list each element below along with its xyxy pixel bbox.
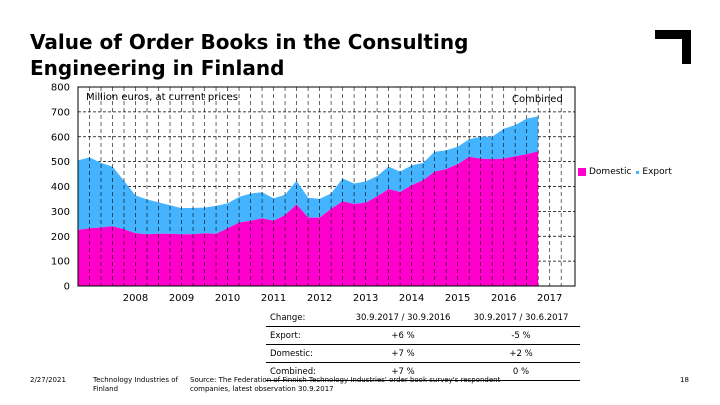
x-axis-ticks: 2008 2009 2010 2011 2012 2013 2014 2015 2016 2017 [123,293,563,304]
x-tick-label: 2011 [261,293,286,304]
y-tick-label: 300 [51,207,70,218]
x-tick-label: 2014 [399,293,424,304]
footer-source: Source: The Federation of Finnish Techno… [190,376,501,393]
table-row: Domestic: +7 % +2 % [266,344,580,363]
y-tick-label: 800 [51,83,70,94]
table-cell: +2 % [462,344,580,363]
page-number: 18 [680,376,689,384]
table-cell: Domestic: [266,344,344,363]
x-tick-label: 2015 [445,293,470,304]
y-tick-label: 100 [51,257,70,268]
y-tick-label: 0 [64,282,70,293]
table-row: Combined: +7 % 0 % [266,362,580,381]
footer-org: Technology Industries of Finland [93,376,178,393]
table-cell: +6 % [344,326,462,345]
legend-label-export: Export [642,167,672,177]
plot-border [77,86,576,287]
table-header-cell: Change: [266,309,344,327]
x-tick-label: 2013 [353,293,378,304]
footer-date: 2/27/2021 [30,376,66,384]
y-tick-label: 700 [51,107,70,118]
x-tick-label: 2008 [123,293,148,304]
table-cell: Export: [266,326,344,345]
y-axis-label: Million euros, at current prices [86,92,238,103]
x-tick-label: 2009 [169,293,194,304]
table-cell: +7 % [344,344,462,363]
table-cell: +7 % [344,362,462,381]
table-header-cell: 30.9.2017 / 30.9.2016 [344,309,462,327]
corner-bracket-logo [655,30,691,64]
domestic-area [78,151,539,286]
table-cell: Combined: [266,362,344,381]
x-tick-label: 2016 [491,293,516,304]
page-title: Value of Order Books in the Consulting E… [30,30,469,80]
change-table: Change: 30.9.2017 / 30.9.2016 30.9.2017 … [266,309,580,381]
legend-swatch-export [636,170,640,174]
table-header-row: Change: 30.9.2017 / 30.9.2016 30.9.2017 … [266,309,580,327]
chart-vertical-grid [89,87,562,286]
legend: Domestic Export [578,167,672,177]
y-tick-label: 200 [51,232,70,243]
x-tick-label: 2017 [537,293,562,304]
table-row: Export: +6 % -5 % [266,326,580,345]
y-tick-label: 600 [51,132,70,143]
table-cell: -5 % [462,326,580,345]
x-tick-label: 2012 [307,293,332,304]
legend-swatch-domestic [578,168,586,176]
y-tick-label: 500 [51,157,70,168]
table-header-cell: 30.9.2017 / 30.6.2017 [462,309,580,327]
x-tick-label: 2010 [215,293,240,304]
legend-label-domestic: Domestic [589,167,632,177]
y-tick-label: 400 [51,182,70,193]
table-cell: 0 % [462,362,580,381]
y-axis-ticks: 0 100 200 300 400 500 600 700 800 [51,83,70,293]
combined-annotation: Combined [512,94,563,105]
